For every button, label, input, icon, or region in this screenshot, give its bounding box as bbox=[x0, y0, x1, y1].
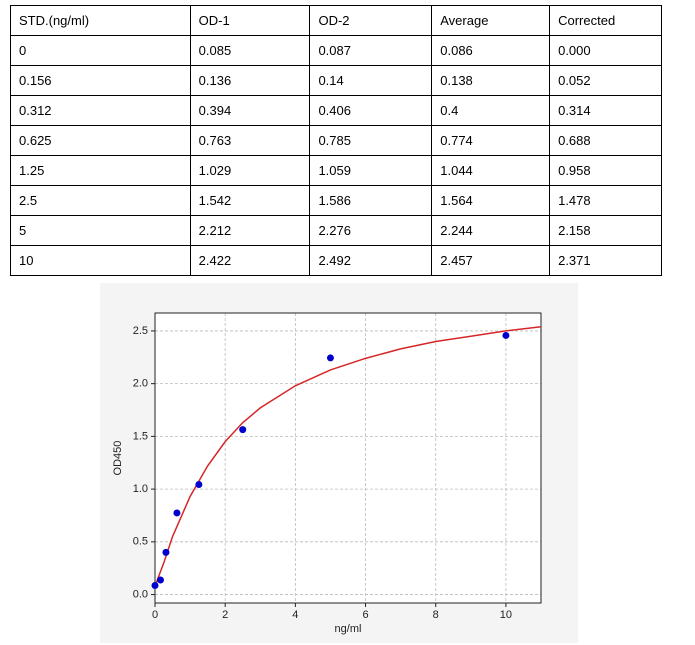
chart: ng/ml OD450 0 2 4 6 8 10 0.0 0.5 1.0 1.5 2.0 2.5 bbox=[100, 283, 578, 643]
header-cell: STD.(ng/ml) bbox=[10, 5, 191, 36]
table-cell: 0.394 bbox=[189, 95, 311, 126]
table-cell: 1.029 bbox=[189, 155, 311, 186]
table-cell: 0 bbox=[10, 35, 191, 66]
table-cell: 0.785 bbox=[309, 125, 433, 156]
data-table: STD.(ng/ml) OD-1 OD-2 Average Corrected … bbox=[10, 5, 662, 276]
table-cell: 0.688 bbox=[549, 125, 662, 156]
table-cell: 2.422 bbox=[189, 245, 311, 276]
table-cell: 10 bbox=[10, 245, 191, 276]
y-tick-label: 0.5 bbox=[133, 536, 148, 548]
data-point bbox=[162, 548, 170, 556]
table-cell: 0.086 bbox=[431, 35, 551, 66]
table-row: 0.312 0.394 0.406 0.4 0.314 bbox=[10, 95, 662, 126]
table-cell: 0.085 bbox=[189, 35, 311, 66]
table-cell: 1.542 bbox=[189, 185, 311, 216]
header-cell: OD-1 bbox=[189, 5, 311, 36]
x-axis-label: ng/ml bbox=[335, 623, 362, 635]
table-cell: 0.958 bbox=[549, 155, 662, 186]
x-tick-label: 4 bbox=[292, 609, 298, 621]
y-tick-label: 2.5 bbox=[133, 325, 148, 337]
y-tick-label: 0.0 bbox=[133, 588, 148, 600]
header-cell: OD-2 bbox=[309, 5, 433, 36]
table-cell: 1.25 bbox=[10, 155, 191, 186]
x-tick-label: 6 bbox=[362, 609, 368, 621]
table-body: STD.(ng/ml) OD-1 OD-2 Average Corrected … bbox=[10, 5, 662, 276]
y-tick-label: 1.0 bbox=[133, 483, 148, 495]
table-cell: 0.138 bbox=[431, 65, 551, 96]
header-cell: Average bbox=[431, 5, 551, 36]
table-cell: 0.774 bbox=[431, 125, 551, 156]
data-point bbox=[173, 509, 181, 517]
table-cell: 2.492 bbox=[309, 245, 433, 276]
table-cell: 0.312 bbox=[10, 95, 191, 126]
table-cell: 0.052 bbox=[549, 65, 662, 96]
table-cell: 5 bbox=[10, 215, 191, 246]
table-cell: 0.087 bbox=[309, 35, 433, 66]
x-tick-label: 8 bbox=[433, 609, 439, 621]
table-cell: 2.5 bbox=[10, 185, 191, 216]
x-tick-label: 2 bbox=[222, 609, 228, 621]
table-cell: 0.314 bbox=[549, 95, 662, 126]
table-cell: 2.276 bbox=[309, 215, 433, 246]
table-row: 0.156 0.136 0.14 0.138 0.052 bbox=[10, 65, 662, 96]
data-point bbox=[502, 331, 510, 339]
y-tick-label: 2.0 bbox=[133, 378, 148, 390]
table-row: 2.5 1.542 1.586 1.564 1.478 bbox=[10, 185, 662, 216]
data-point bbox=[239, 426, 247, 434]
table-cell: 0.136 bbox=[189, 65, 311, 96]
header-row: STD.(ng/ml) OD-1 OD-2 Average Corrected bbox=[10, 5, 662, 36]
table-cell: 2.457 bbox=[431, 245, 551, 276]
header-cell: Corrected bbox=[549, 5, 662, 36]
table-row: 5 2.212 2.276 2.244 2.158 bbox=[10, 215, 662, 246]
table-cell: 2.371 bbox=[549, 245, 662, 276]
table-cell: 1.478 bbox=[549, 185, 662, 216]
table-cell: 1.044 bbox=[431, 155, 551, 186]
data-point bbox=[151, 581, 159, 589]
table-cell: 0.156 bbox=[10, 65, 191, 96]
data-point bbox=[326, 354, 334, 362]
data-point bbox=[156, 576, 164, 584]
table-row: 0.625 0.763 0.785 0.774 0.688 bbox=[10, 125, 662, 156]
table-cell: 0.14 bbox=[309, 65, 433, 96]
table-cell: 1.586 bbox=[309, 185, 433, 216]
table-cell: 0.763 bbox=[189, 125, 311, 156]
y-axis-label: OD450 bbox=[112, 441, 124, 476]
table-cell: 1.564 bbox=[431, 185, 551, 216]
table-cell: 2.212 bbox=[189, 215, 311, 246]
table-cell: 0.625 bbox=[10, 125, 191, 156]
table-cell: 0.000 bbox=[549, 35, 662, 66]
plot-frame bbox=[154, 312, 542, 604]
table-cell: 2.158 bbox=[549, 215, 662, 246]
table-cell: 2.244 bbox=[431, 215, 551, 246]
table-cell: 0.4 bbox=[431, 95, 551, 126]
table-row: 10 2.422 2.492 2.457 2.371 bbox=[10, 245, 662, 276]
plot-area bbox=[155, 313, 541, 603]
data-point bbox=[195, 480, 203, 488]
table-row: 1.25 1.029 1.059 1.044 0.958 bbox=[10, 155, 662, 186]
fit-curve bbox=[154, 325, 542, 587]
y-tick-label: 1.5 bbox=[133, 430, 148, 442]
table-cell: 0.406 bbox=[309, 95, 433, 126]
table-row: 0 0.085 0.087 0.086 0.000 bbox=[10, 35, 662, 66]
x-tick-label: 0 bbox=[152, 609, 158, 621]
x-tick-label: 10 bbox=[500, 609, 512, 621]
table-cell: 1.059 bbox=[309, 155, 433, 186]
